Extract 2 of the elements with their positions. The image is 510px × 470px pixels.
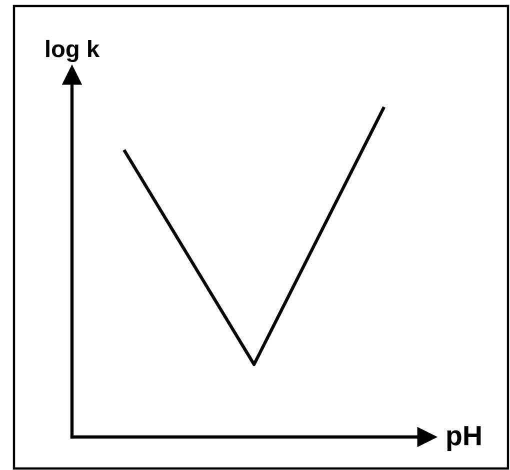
y-axis-title: log k <box>46 40 100 62</box>
x-axis-title: pH <box>447 426 481 451</box>
